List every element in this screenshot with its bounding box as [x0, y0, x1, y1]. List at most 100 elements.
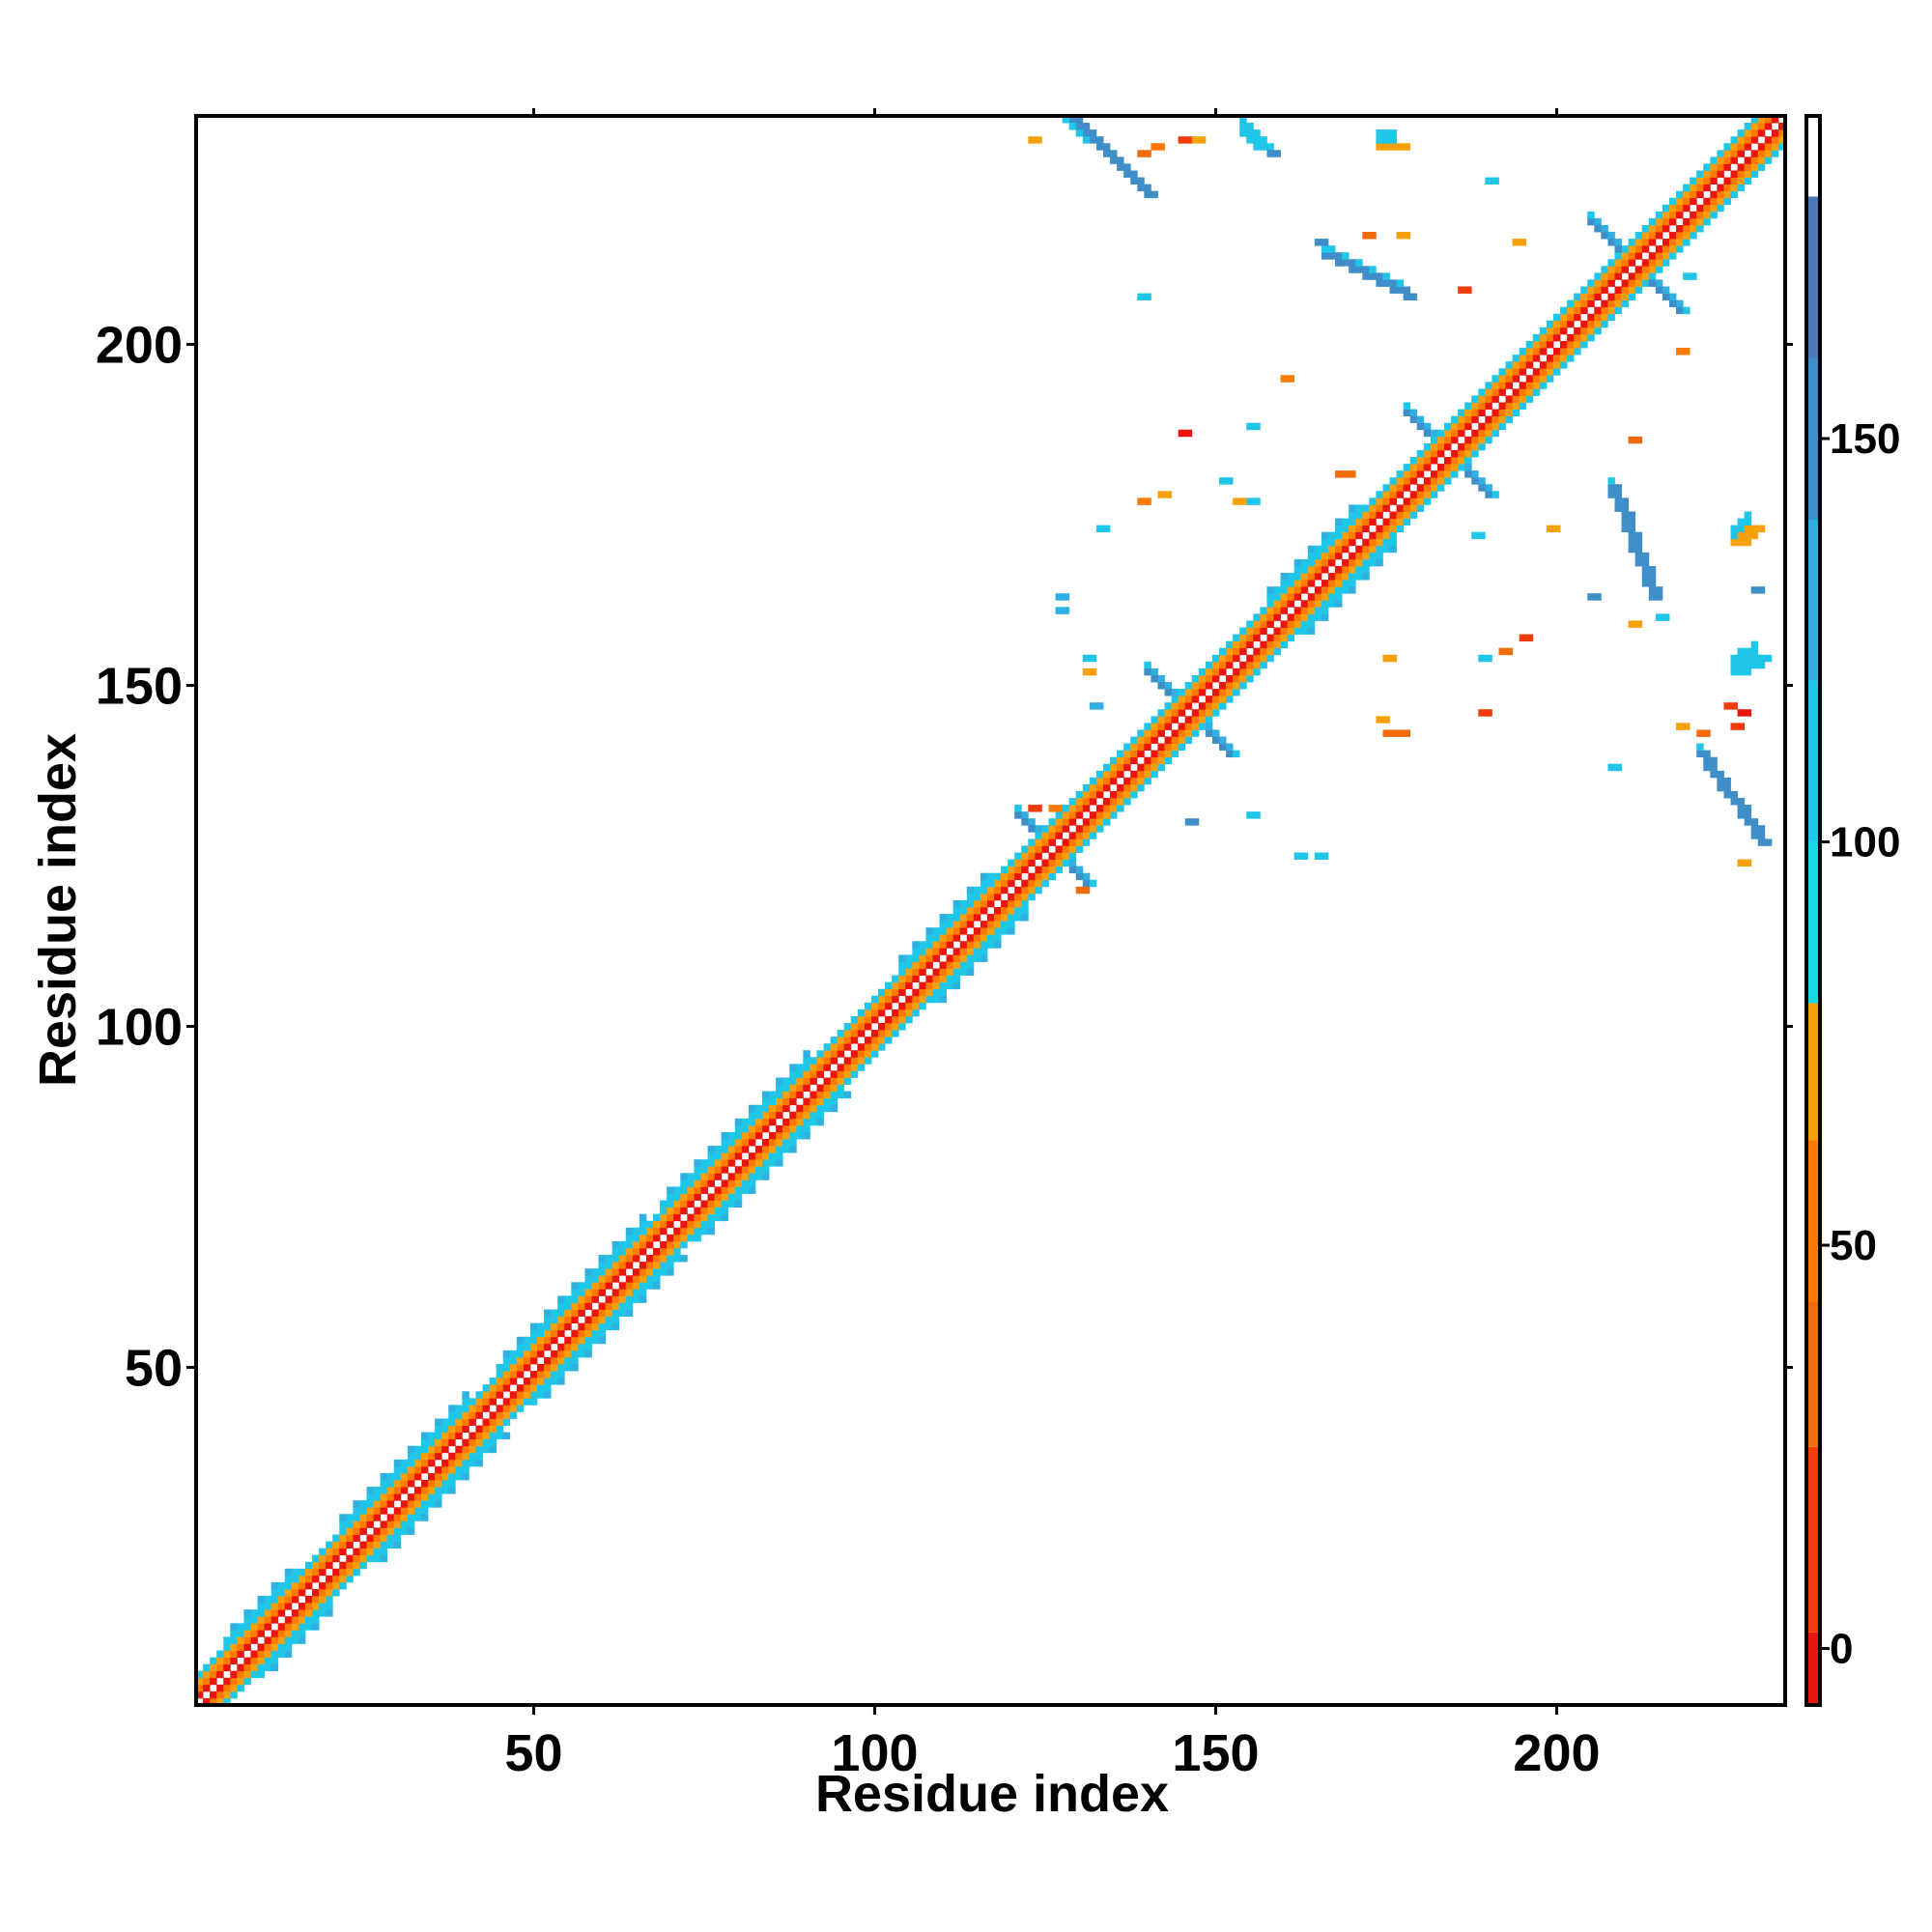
heatmap-cell	[1737, 170, 1746, 178]
heatmap-cell	[1409, 477, 1418, 485]
heatmap-cell	[1737, 129, 1746, 137]
heatmap-cell	[1696, 170, 1704, 178]
heatmap-cell	[400, 1480, 409, 1488]
heatmap-cell	[639, 1220, 647, 1229]
heatmap-cell	[441, 1445, 449, 1454]
heatmap-cell	[237, 1677, 244, 1686]
heatmap-cell	[1164, 716, 1172, 724]
heatmap-cell	[1055, 832, 1064, 839]
heatmap-cell	[1621, 279, 1630, 287]
heatmap-cell	[578, 1289, 585, 1296]
heatmap-cell	[1014, 872, 1022, 881]
heatmap-cell	[1130, 743, 1138, 751]
heatmap-cell	[523, 1384, 531, 1392]
heatmap-cell	[380, 1487, 388, 1494]
heatmap-cell	[1287, 613, 1295, 621]
heatmap-cell	[1409, 497, 1418, 505]
heatmap-cell	[1723, 790, 1731, 799]
heatmap-cell	[1178, 736, 1186, 744]
heatmap-cell	[1464, 442, 1472, 451]
heatmap-cell	[939, 961, 948, 969]
heatmap-cell	[1089, 879, 1097, 888]
heatmap-cell	[1144, 661, 1151, 669]
heatmap-cell	[1676, 190, 1684, 199]
heatmap-cell	[1171, 736, 1179, 744]
heatmap-cell	[754, 1173, 763, 1180]
heatmap-cell	[407, 1465, 415, 1474]
heatmap-cell	[1233, 497, 1240, 505]
heatmap-cell	[1505, 402, 1513, 410]
heatmap-cell	[373, 1493, 382, 1501]
heatmap-cell	[544, 1316, 552, 1324]
heatmap-cell	[584, 1350, 592, 1358]
heatmap-cell	[994, 934, 1002, 942]
heatmap-cell	[1567, 340, 1575, 349]
heatmap-cell	[413, 1500, 422, 1508]
heatmap-cell	[707, 1152, 715, 1160]
heatmap-cell	[864, 1043, 872, 1051]
heatmap-cell	[237, 1684, 244, 1692]
heatmap-cell	[544, 1329, 552, 1338]
heatmap-cell	[1260, 654, 1267, 663]
heatmap-cell	[1293, 852, 1302, 860]
heatmap-cell	[1226, 477, 1234, 485]
heatmap-cell	[1055, 593, 1064, 601]
heatmap-cell	[1587, 211, 1595, 219]
heatmap-cell	[803, 1050, 810, 1058]
heatmap-cell	[353, 1520, 360, 1528]
heatmap-cell	[639, 1295, 647, 1303]
heatmap-cell	[1552, 348, 1561, 355]
heatmap-cell	[734, 1186, 743, 1194]
heatmap-cell	[1280, 375, 1289, 383]
heatmap-cell	[1492, 382, 1499, 389]
heatmap-cell	[1260, 136, 1267, 144]
heatmap-cell	[1095, 825, 1104, 833]
heatmap-cell	[1478, 442, 1486, 451]
heatmap-cell	[1485, 395, 1492, 403]
heatmap-cell	[1525, 355, 1534, 362]
heatmap-cell	[598, 1262, 607, 1269]
heatmap-cell	[660, 1220, 668, 1229]
heatmap-cell	[578, 1302, 585, 1310]
heatmap-cell	[1750, 163, 1759, 171]
heatmap-cell	[413, 1465, 422, 1474]
heatmap-cell	[741, 1159, 750, 1167]
heatmap-cell	[1634, 252, 1643, 260]
heatmap-cell	[448, 1459, 456, 1467]
heatmap-cell	[919, 941, 926, 949]
heatmap-cell	[1184, 681, 1193, 690]
heatmap-cell	[346, 1575, 354, 1583]
heatmap-cell	[489, 1378, 497, 1385]
heatmap-cell	[1314, 593, 1322, 601]
heatmap-cell	[462, 1438, 469, 1447]
heatmap-cell	[216, 1690, 224, 1699]
heatmap-cell	[1690, 224, 1697, 233]
heatmap-cell	[1144, 190, 1151, 199]
heatmap-cell	[1191, 818, 1200, 826]
heatmap-cell	[1349, 259, 1356, 267]
heatmap-cell	[386, 1480, 395, 1488]
heatmap-cell	[407, 1459, 415, 1467]
heatmap-cell	[584, 1295, 592, 1303]
heatmap-cell	[1594, 224, 1602, 233]
heatmap-cell	[748, 1118, 756, 1126]
heatmap-cell	[1191, 723, 1200, 730]
heatmap-cell	[1171, 729, 1179, 737]
heatmap-cell	[769, 1152, 777, 1160]
heatmap-cell	[1123, 790, 1131, 799]
heatmap-cell	[1137, 177, 1145, 185]
heatmap-cell	[462, 1452, 469, 1461]
heatmap-cell	[584, 1329, 592, 1338]
heatmap-cell	[857, 1015, 866, 1024]
heatmap-cell	[850, 1015, 859, 1024]
heatmap-cell	[932, 975, 940, 983]
heatmap-cell	[1075, 790, 1084, 799]
heatmap-cell	[727, 1159, 736, 1167]
heatmap-cell	[1641, 245, 1650, 253]
heatmap-cell	[966, 899, 975, 908]
heatmap-cell	[1075, 872, 1084, 881]
colorbar-frame	[1804, 114, 1822, 1707]
heatmap-cell	[469, 1405, 476, 1412]
heatmap-cell	[1744, 818, 1752, 826]
heatmap-cell	[291, 1588, 299, 1597]
